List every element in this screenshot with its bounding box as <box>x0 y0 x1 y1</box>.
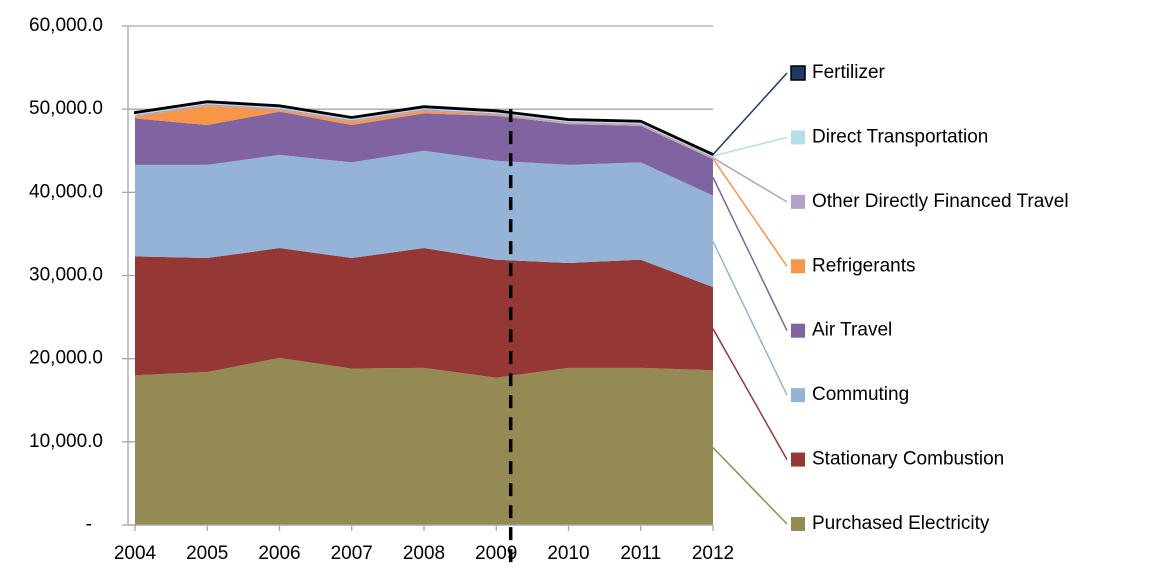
area <box>135 111 713 196</box>
legend-label: Purchased Electricity <box>812 513 990 534</box>
x-tick-label: 2010 <box>547 543 589 564</box>
x-tick-label: 2006 <box>258 543 300 564</box>
x-tick-label: 2005 <box>186 543 228 564</box>
leader-line <box>712 241 788 396</box>
area <box>135 150 713 288</box>
y-tick-label: 10,000.0 <box>29 431 103 452</box>
x-tick-label: 2007 <box>331 543 373 564</box>
leader-line <box>712 328 788 460</box>
y-tick-label: 60,000.0 <box>29 15 103 36</box>
legend-swatch <box>791 259 805 274</box>
legend-label: Air Travel <box>812 320 892 341</box>
x-tick-label: 2009 <box>475 543 517 564</box>
legend-label: Direct Transportation <box>812 126 988 147</box>
legend-swatch <box>791 452 805 467</box>
y-tick-label: 30,000.0 <box>29 265 103 286</box>
legend-swatch <box>791 194 805 209</box>
area <box>134 100 714 157</box>
legend-label: Stationary Combustion <box>812 449 1004 470</box>
leader-line <box>712 157 788 203</box>
y-tick-label: - <box>86 514 92 535</box>
area <box>135 248 713 378</box>
legend-swatch <box>791 323 805 338</box>
area <box>135 357 713 525</box>
x-tick-label: 2008 <box>403 543 445 564</box>
leader-line <box>712 136 788 157</box>
legend-swatch <box>790 65 806 81</box>
leader-line <box>712 72 788 155</box>
legend-label: Commuting <box>812 384 909 405</box>
y-tick-label: 20,000.0 <box>29 348 103 369</box>
x-tick-label: 2012 <box>692 543 734 564</box>
x-tick-label: 2004 <box>114 543 157 564</box>
legend-label: Refrigerants <box>812 255 916 276</box>
y-tick-label: 40,000.0 <box>29 181 103 202</box>
x-tick-label: 2011 <box>620 543 661 564</box>
legend-swatch <box>791 388 805 403</box>
legend-label: Fertilizer <box>812 62 886 83</box>
leader-line <box>712 447 788 525</box>
y-tick-label: 50,000.0 <box>29 98 103 119</box>
leader-line <box>712 158 788 267</box>
legend-swatch <box>791 517 805 531</box>
legend-label: Other Directly Financed Travel <box>812 191 1069 212</box>
leader-line <box>712 177 788 332</box>
legend-swatch <box>791 130 805 145</box>
area <box>135 105 713 160</box>
